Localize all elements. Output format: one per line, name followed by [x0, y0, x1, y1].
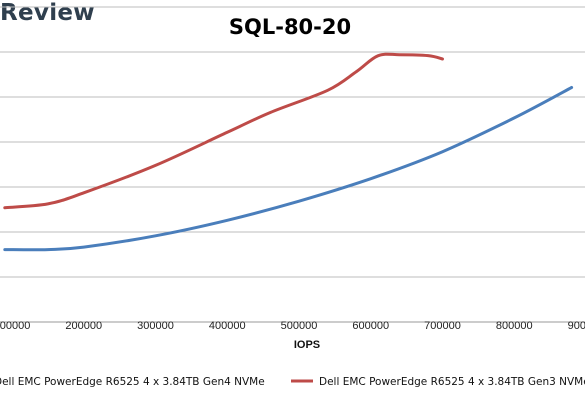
legend: Dell EMC PowerEdge R6525 4 x 3.84TB Gen4…: [0, 376, 585, 388]
legend-entry: Dell EMC PowerEdge R6525 4 x 3.84TB Gen3…: [319, 376, 585, 388]
x-tick-label: 100000: [0, 320, 30, 332]
x-tick-label: 600000: [352, 320, 389, 332]
series-line-1: [3, 86, 574, 252]
series-line-2: [3, 52, 444, 210]
legend-entry: Dell EMC PowerEdge R6525 4 x 3.84TB Gen4…: [0, 376, 265, 388]
x-tick-label: 800000: [496, 320, 533, 332]
x-tick-label: 500000: [281, 320, 318, 332]
gridlines: [0, 6, 585, 323]
x-tick-label: 900000: [568, 320, 585, 332]
x-tick-label: 300000: [137, 320, 174, 332]
x-axis-label: IOPS: [294, 339, 320, 351]
x-tick-label: 200000: [65, 320, 102, 332]
x-tick-label: 400000: [209, 320, 246, 332]
chart-title: SQL-80-20: [228, 15, 352, 39]
series-lines: [3, 52, 574, 252]
x-tick-label: 700000: [424, 320, 461, 332]
x-tick-labels: 100000 200000 300000 400000 500000 600000 7000…: [0, 320, 585, 332]
logo-text: Review: [0, 0, 95, 26]
